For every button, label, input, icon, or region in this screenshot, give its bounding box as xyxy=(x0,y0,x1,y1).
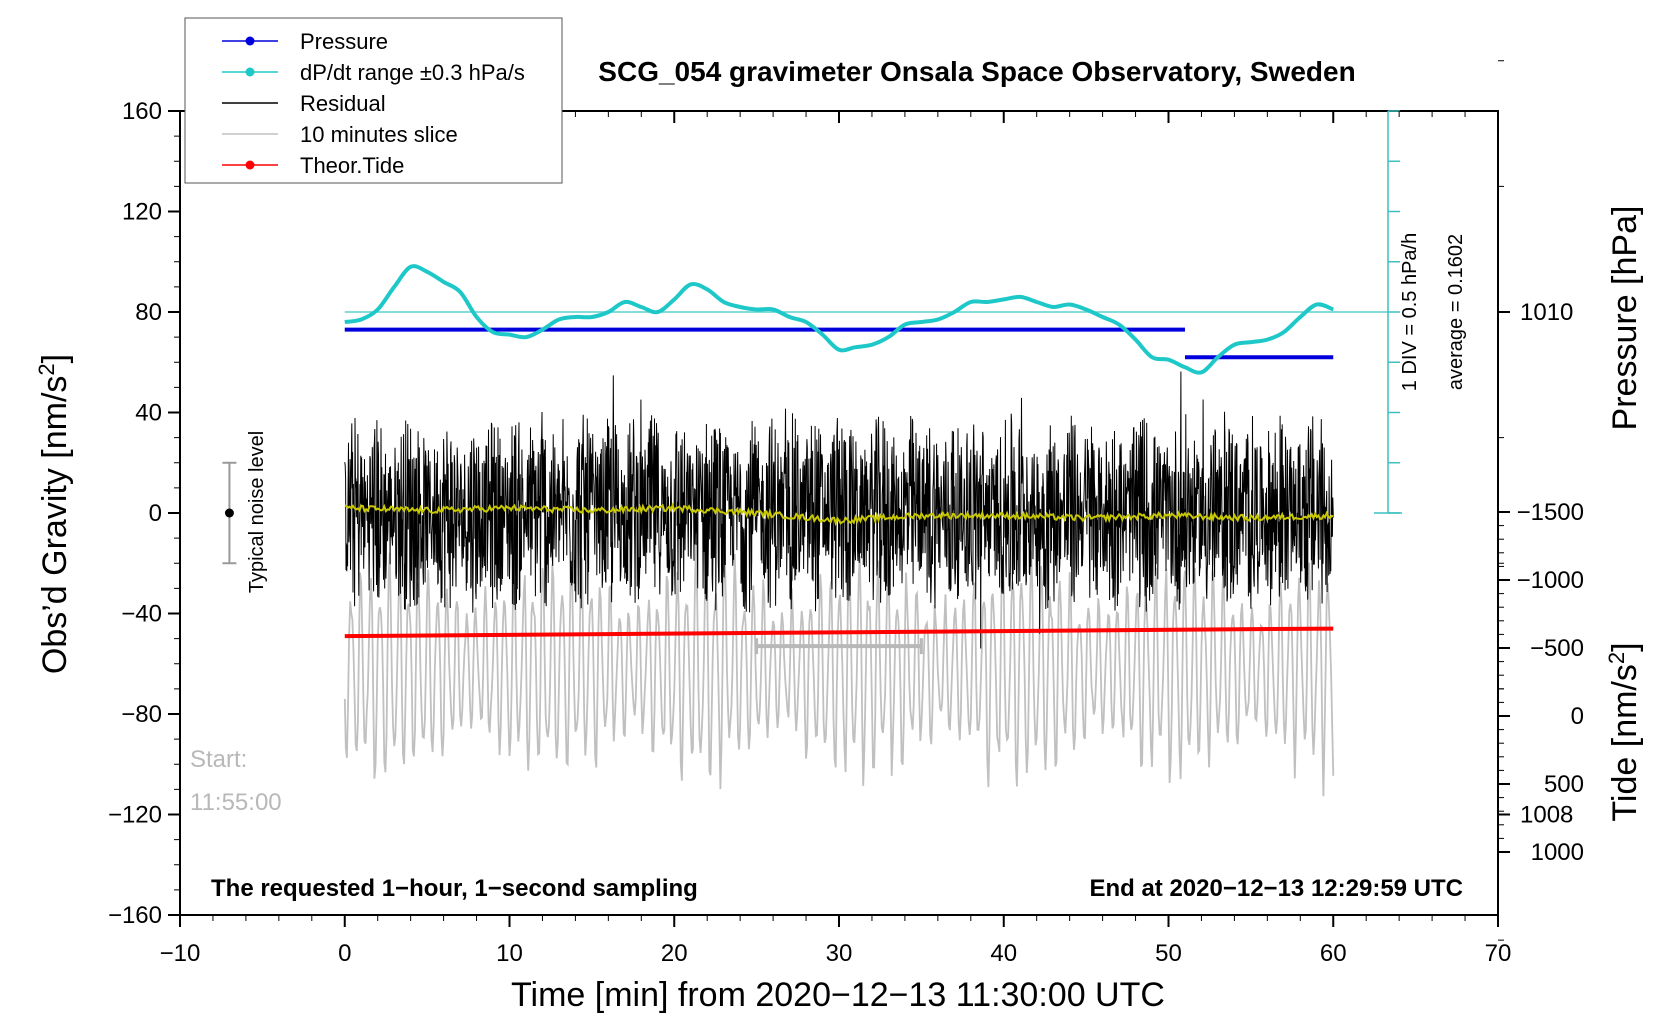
pressure-tick-label: 1008 xyxy=(1520,802,1573,829)
x-axis-label: Time [min] from 2020−12−13 11:30:00 UTC xyxy=(511,976,1165,1014)
legend-label: Pressure xyxy=(300,29,388,54)
y-tick-label: 0 xyxy=(149,500,162,527)
residual-series-layer xyxy=(344,371,1334,649)
y-tick-label: 120 xyxy=(122,199,162,226)
legend-items: Pressure dP/dt range ±0.3 hPa/s Residual 10… xyxy=(222,29,525,178)
y-tick-label: 160 xyxy=(122,98,162,125)
theor-tide-line xyxy=(344,626,1334,639)
residual-series-line xyxy=(344,371,1334,649)
legend-label: 10 minutes slice xyxy=(300,122,458,147)
pressure-scale-avg-label: average = 0.1602 xyxy=(1445,234,1467,390)
start-label: Start: xyxy=(190,746,247,773)
tide-tick-label: 500 xyxy=(1544,771,1584,798)
slice-series-line xyxy=(343,541,1335,797)
y-tick-label: 40 xyxy=(135,400,162,427)
legend-marker xyxy=(245,36,255,46)
legend: Pressure dP/dt range ±0.3 hPa/s Residual 10… xyxy=(184,17,563,184)
y-axis-label-tide-tail: ] xyxy=(1606,642,1644,651)
x-tick-label: 10 xyxy=(496,940,523,967)
legend-marker xyxy=(245,67,255,77)
legend-label: Residual xyxy=(300,91,386,116)
start-time: 11:55:00 xyxy=(190,789,282,816)
y-tick-label: 80 xyxy=(135,299,162,326)
y-tick-label: −40 xyxy=(121,601,162,628)
y-axis-label-tide-main: Tide [nm/s xyxy=(1606,664,1644,821)
x-tick-label: 30 xyxy=(826,940,853,967)
theor-tide-layer xyxy=(344,626,1334,639)
y-tick-label: −160 xyxy=(108,902,162,929)
legend-box xyxy=(184,17,563,184)
legend-label: Theor.Tide xyxy=(300,153,404,178)
y-axis-label-pressure: Pressure [hPa] xyxy=(1606,206,1644,431)
tide-tick-label: −1000 xyxy=(1517,567,1584,594)
noise-level-label: Typical noise level xyxy=(246,431,268,593)
running-mean-layer xyxy=(344,502,1334,527)
x-tick-label: 60 xyxy=(1320,940,1347,967)
legend-label: dP/dt range ±0.3 hPa/s xyxy=(300,60,525,85)
pressure-tick-label: 1010 xyxy=(1520,299,1573,326)
y-axis-label-left: Obs’d Gravity [nm/s2] xyxy=(34,354,74,674)
x-tick-label: 40 xyxy=(990,940,1017,967)
tide-tick-label: −1500 xyxy=(1517,499,1584,526)
dpdt-layer xyxy=(344,110,1402,514)
pressure-scale-div-label: 1 DIV = 0.5 hPa/h xyxy=(1399,233,1421,391)
slice-series-layer xyxy=(343,541,1335,797)
y-axis-label-left-tail: ] xyxy=(36,354,74,363)
x-tick-label: 0 xyxy=(338,940,351,967)
tide-tick-label: 0 xyxy=(1571,703,1584,730)
dpdt-line xyxy=(344,264,1335,375)
tide-tick-label: −500 xyxy=(1530,635,1584,662)
annotation-layer xyxy=(222,461,923,655)
note-sampling: The requested 1−hour, 1−second sampling xyxy=(211,875,698,902)
noise-level-dot xyxy=(224,508,234,518)
y-axis-label-tide: Tide [nm/s2] xyxy=(1604,642,1644,821)
chart-title: SCG_054 gravimeter Onsala Space Observat… xyxy=(598,56,1355,87)
note-end-time: End at 2020−12−13 12:29:59 UTC xyxy=(1089,875,1463,902)
x-tick-label: 50 xyxy=(1155,940,1182,967)
legend-marker xyxy=(245,160,255,170)
y-axis-label-left-main: Obs’d Gravity [nm/s xyxy=(36,376,74,675)
y-tick-label: −120 xyxy=(108,802,162,829)
x-tick-label: −10 xyxy=(160,940,201,967)
y-axis-label-tide-sup: 2 xyxy=(1604,652,1629,664)
x-tick-label: 70 xyxy=(1485,940,1512,967)
y-axis-label-left-sup: 2 xyxy=(34,363,59,375)
running-mean-line xyxy=(344,502,1334,527)
x-tick-label: 20 xyxy=(661,940,688,967)
axes-layer: −10 0 10 20 30 40 50 60 70 −160 −120 −80 −40 0 40 80 120… xyxy=(108,60,1584,967)
y-tick-label: −80 xyxy=(121,701,162,728)
tide-tick-label: 1000 xyxy=(1531,839,1584,866)
pressure-layer xyxy=(344,327,1334,360)
